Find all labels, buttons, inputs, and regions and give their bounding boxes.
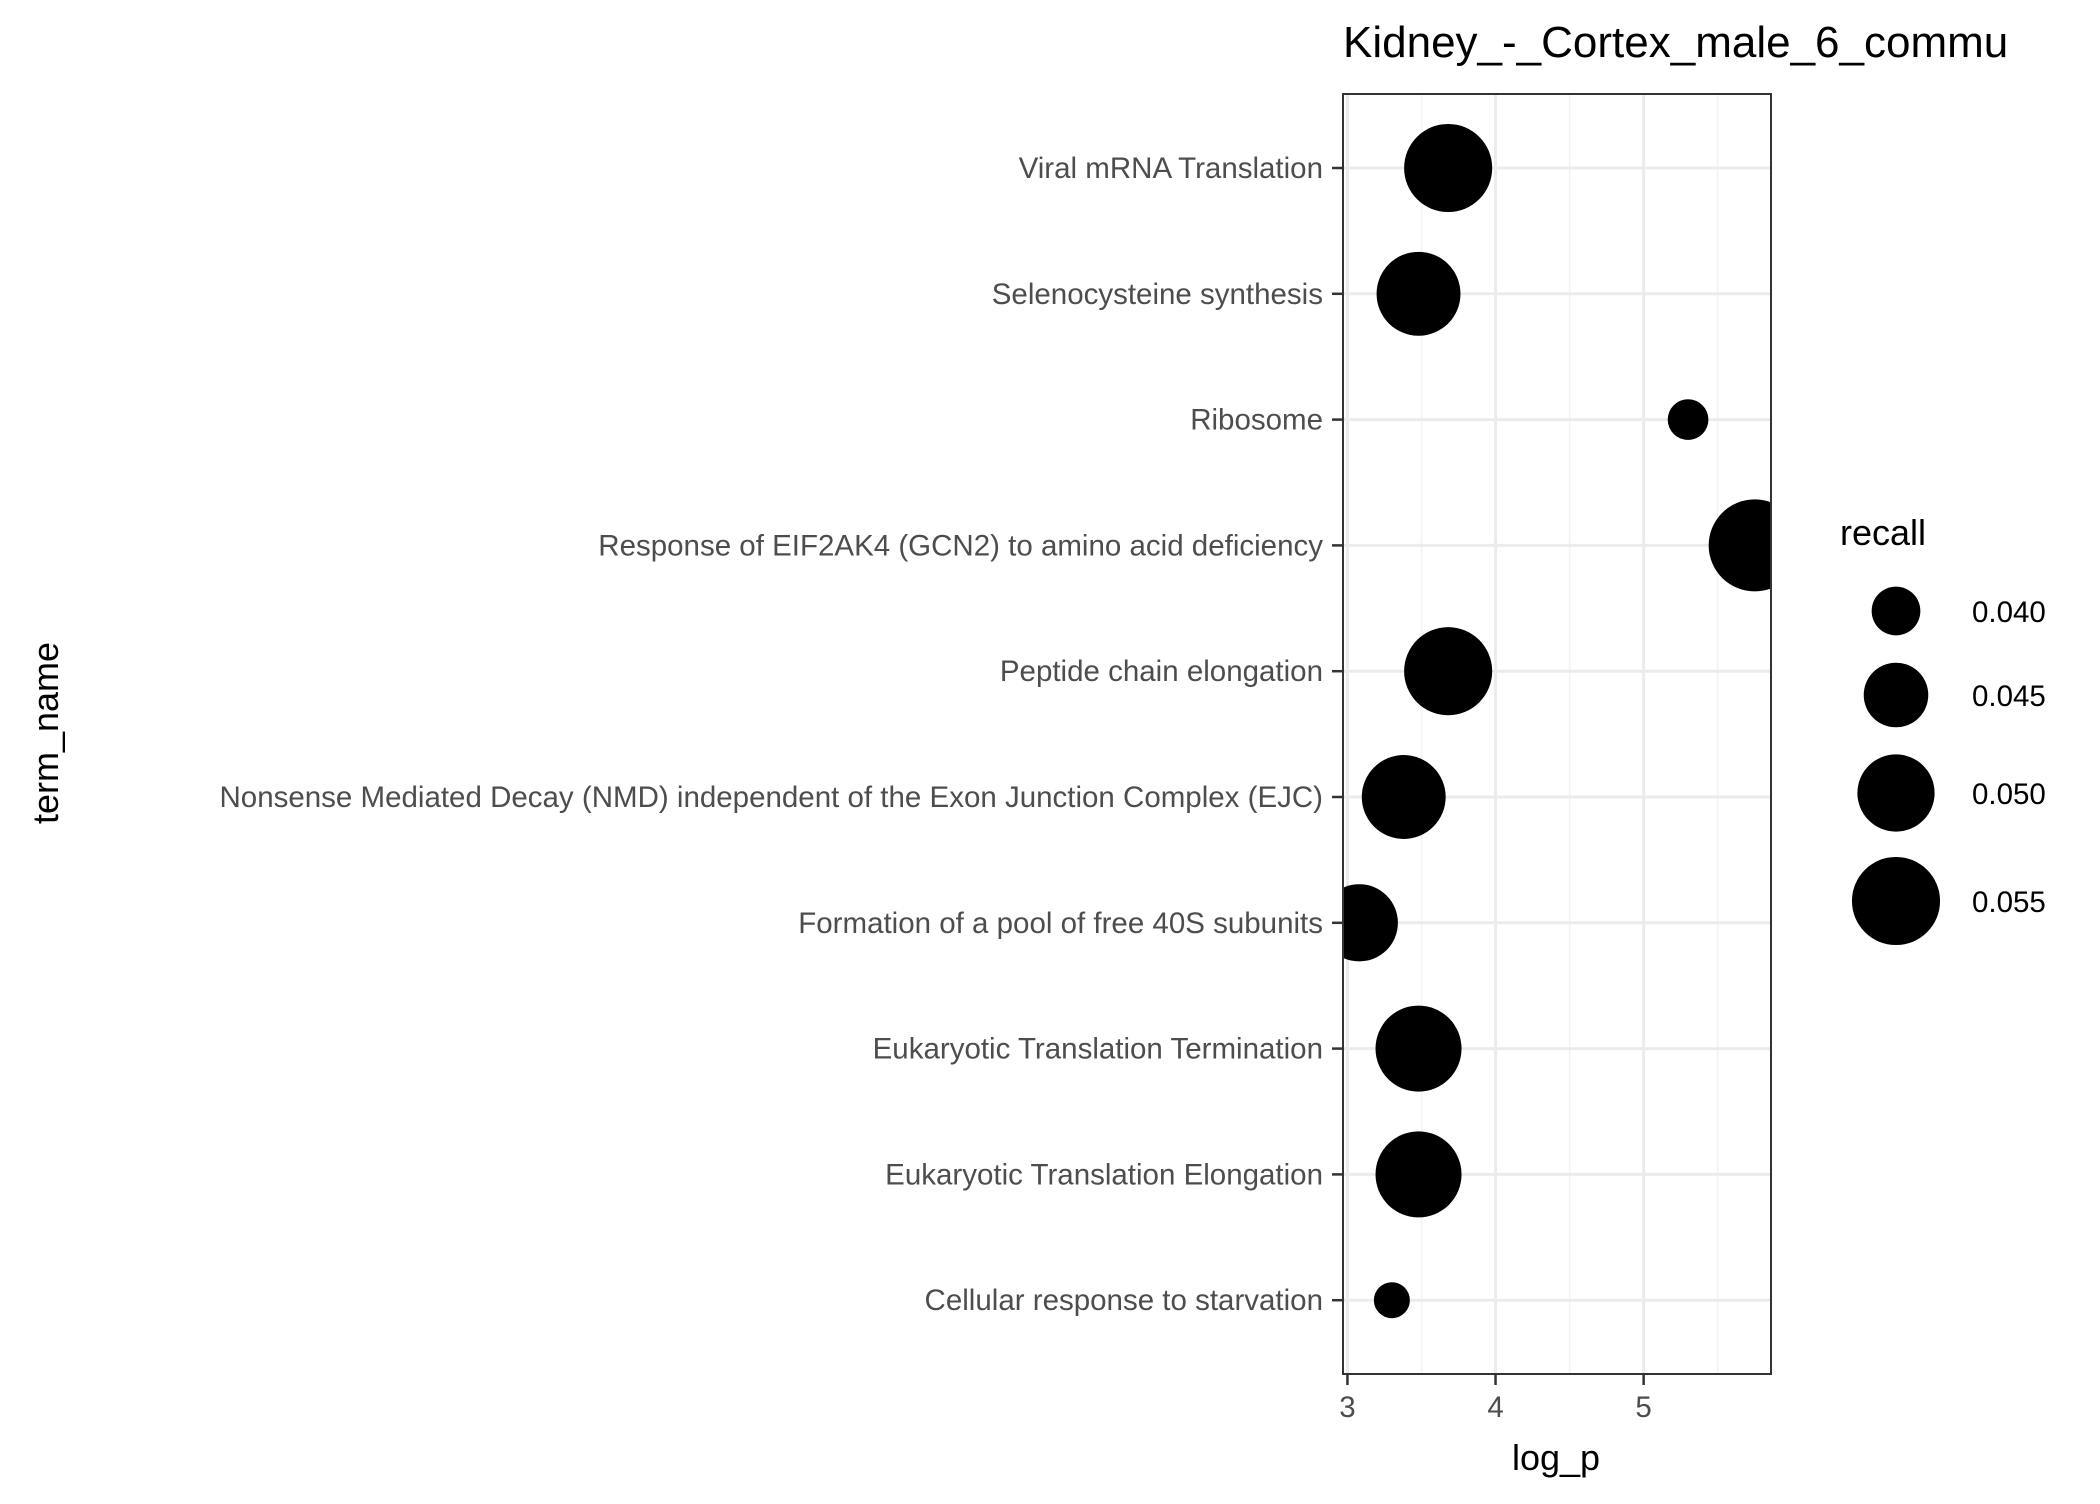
x-tick-label: 3 bbox=[1339, 1391, 1355, 1424]
legend-key bbox=[1863, 662, 1929, 728]
y-axis-label: term_name bbox=[25, 642, 66, 824]
y-tick-label: Eukaryotic Translation Termination bbox=[873, 1033, 1323, 1066]
data-point bbox=[1375, 1131, 1462, 1218]
axes: Viral mRNA Translation Selenocysteine syn… bbox=[219, 152, 1651, 1424]
data-point bbox=[1667, 399, 1709, 440]
legend-title: recall bbox=[1840, 512, 1926, 553]
y-tick-label: Selenocysteine synthesis bbox=[992, 278, 1323, 311]
y-tick-label: Response of EIF2AK4 (GCN2) to amino acid… bbox=[598, 529, 1323, 562]
y-tick-label: Peptide chain elongation bbox=[1000, 655, 1323, 688]
data-point bbox=[1373, 1282, 1410, 1319]
y-tick-label: Nonsense Mediated Decay (NMD) independen… bbox=[219, 781, 1323, 814]
data-point bbox=[1404, 627, 1493, 716]
data-point bbox=[1376, 251, 1461, 336]
data-point bbox=[1404, 123, 1493, 213]
y-tick-label: Eukaryotic Translation Elongation bbox=[885, 1158, 1323, 1191]
y-tick-label: Ribosome bbox=[1190, 404, 1323, 437]
legend-key bbox=[1871, 586, 1921, 636]
legend-key bbox=[1851, 856, 1941, 946]
data-point bbox=[1361, 755, 1446, 839]
legend-label: 0.055 bbox=[1972, 886, 2046, 919]
legend-label: 0.050 bbox=[1972, 778, 2046, 811]
legend-label: 0.045 bbox=[1972, 680, 2046, 713]
x-tick-label: 4 bbox=[1487, 1391, 1503, 1424]
x-axis-label: log_p bbox=[1512, 1437, 1600, 1478]
data-point bbox=[1343, 884, 1398, 962]
legend-key bbox=[1857, 754, 1935, 832]
chart-title: Kidney_-_Cortex_male_6_commu bbox=[1343, 18, 2008, 67]
panel-border bbox=[1342, 93, 1772, 1375]
legend-items: 0.040 0.045 0.050 0.055 bbox=[1851, 586, 2046, 946]
x-tick-label: 5 bbox=[1635, 1391, 1651, 1424]
y-tick-label: Viral mRNA Translation bbox=[1019, 152, 1323, 185]
y-tick-label: Cellular response to starvation bbox=[925, 1284, 1323, 1317]
data-point bbox=[1708, 499, 1771, 592]
y-tick-label: Formation of a pool of free 40S subunits bbox=[798, 907, 1323, 940]
legend: recall 0.040 0.045 0.050 0.055 bbox=[1840, 512, 2046, 946]
data-points bbox=[1343, 123, 1771, 1319]
data-point bbox=[1375, 1005, 1462, 1092]
legend-label: 0.040 bbox=[1972, 596, 2046, 629]
